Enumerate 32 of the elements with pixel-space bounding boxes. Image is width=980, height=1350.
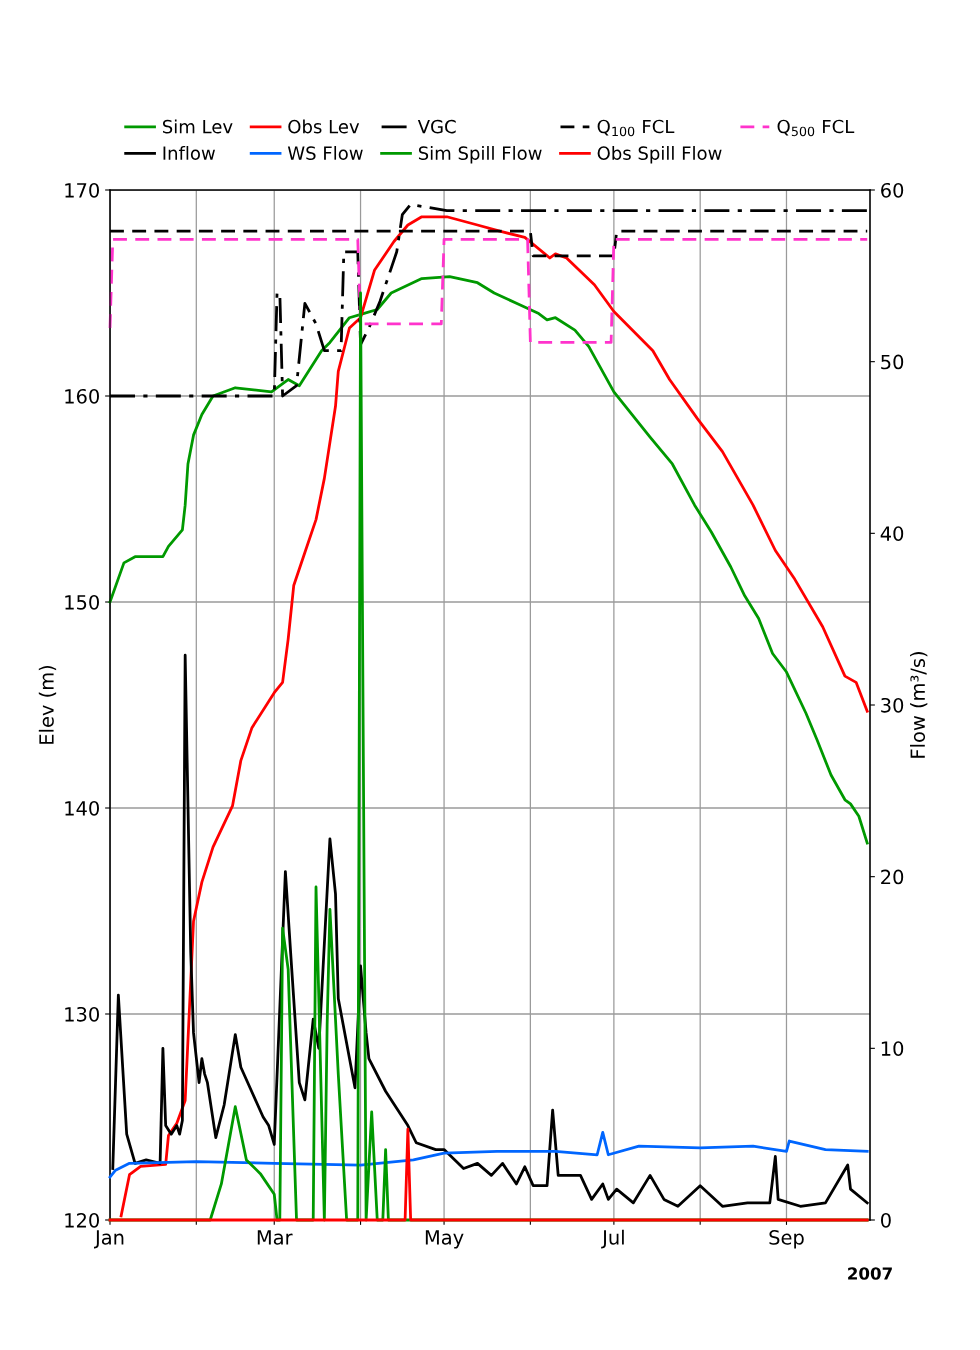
x-tick-label: Jan [94, 1230, 124, 1249]
legend-label: Q$_{500}$ FCL [777, 119, 855, 137]
y-tick-label: 120 [65, 1212, 99, 1228]
x-tick-label: Jul [601, 1229, 624, 1249]
line-series [108, 238, 869, 344]
text: 2007 [848, 1267, 892, 1280]
y-tick-label: 160 [65, 388, 99, 404]
y2-axis-title: Flow (m³/s) [910, 652, 928, 758]
legend-label: Q$_{100}$ FCL [597, 119, 675, 137]
x-tick-label: Mar [257, 1230, 293, 1245]
y-tick-label: 140 [65, 800, 99, 816]
x-tick-label: Sep [769, 1230, 804, 1249]
y2-tick-label: 50 [881, 354, 904, 370]
legend-label: Obs Lev [288, 119, 360, 134]
y-tick-label: 170 [65, 182, 99, 198]
legend-label: Sim Spill Flow [418, 145, 542, 164]
y-axis-title: Elev (m) [38, 665, 57, 744]
y2-tick-label: 20 [881, 869, 904, 885]
legend-label: WS Flow [287, 145, 363, 160]
legend-label: Inflow [163, 145, 215, 160]
legend-label: Sim Lev [162, 119, 233, 134]
y-tick-label: 130 [65, 1006, 99, 1022]
legend-label: VGC [417, 119, 456, 134]
y2-tick-label: 0 [881, 1212, 891, 1228]
y2-tick-label: 40 [880, 526, 904, 541]
legend-label: Obs Spill Flow [597, 145, 722, 164]
y2-tick-label: 10 [881, 1041, 904, 1056]
line-series [108, 1131, 869, 1179]
y2-tick-label: 30 [881, 697, 904, 713]
x-tick-label: May [425, 1230, 464, 1249]
y-tick-label: 150 [65, 594, 99, 610]
y2-tick-label: 60 [881, 182, 904, 198]
